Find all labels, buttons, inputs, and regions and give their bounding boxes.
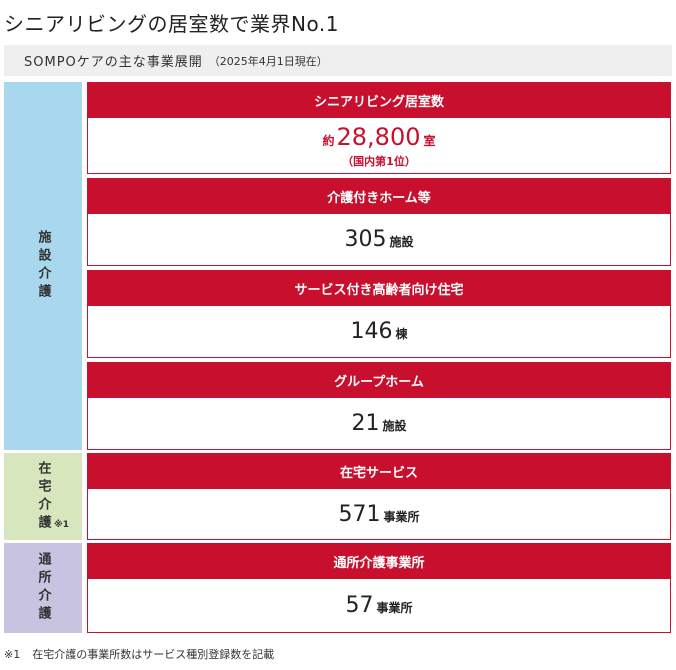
card-body: 571 事業所 bbox=[88, 489, 670, 539]
category-label: 通所介護 bbox=[35, 552, 51, 624]
card-serviced-housing: サービス付き高齢者向け住宅 146 棟 bbox=[87, 270, 671, 358]
card-value: 21 bbox=[351, 411, 380, 436]
category-facility-care: 施設介護 bbox=[4, 82, 82, 450]
card-unit: 事業所 bbox=[383, 509, 420, 524]
card-rank: （国内第1位） bbox=[342, 154, 416, 168]
card-unit: 棟 bbox=[395, 327, 408, 341]
card-body: 146 棟 bbox=[88, 306, 670, 357]
card-value: 146 bbox=[350, 319, 393, 344]
card-body: 57 事業所 bbox=[88, 579, 670, 632]
category-label: 在宅介護 bbox=[35, 460, 51, 533]
card-title: 通所介護事業所 bbox=[88, 544, 670, 579]
card-unit: 事業所 bbox=[376, 601, 413, 615]
card-title: サービス付き高齢者向け住宅 bbox=[88, 271, 670, 306]
card-body: 21 施設 bbox=[88, 398, 670, 449]
card-unit: 室 bbox=[423, 133, 436, 148]
card-title: シニアリビング居室数 bbox=[88, 83, 670, 118]
footnote-text: 在宅介護の事業所数はサービス種別登録数を記載 bbox=[32, 648, 275, 661]
subheader-main: SOMPOケアの主な事業展開 bbox=[24, 55, 203, 70]
card-value: 28,800 bbox=[336, 122, 421, 151]
card-senior-living-rooms: シニアリビング居室数 約28,800 室 （国内第1位） bbox=[87, 82, 671, 174]
card-nursing-homes: 介護付きホーム等 305 施設 bbox=[87, 178, 671, 266]
card-unit: 施設 bbox=[389, 235, 414, 249]
category-note: ※1 bbox=[54, 520, 70, 530]
card-value-prefix: 約 bbox=[322, 133, 335, 148]
card-value: 57 bbox=[345, 593, 374, 618]
card-group-homes: グループホーム 21 施設 bbox=[87, 362, 671, 450]
card-home-services: 在宅サービス 571 事業所 bbox=[87, 453, 671, 540]
card-title: 介護付きホーム等 bbox=[88, 179, 670, 214]
card-body: 約28,800 室 （国内第1位） bbox=[88, 118, 670, 173]
category-day-care: 通所介護 bbox=[4, 543, 82, 633]
category-home-care: 在宅介護 ※1 bbox=[4, 453, 82, 540]
card-title: 在宅サービス bbox=[88, 454, 670, 489]
card-value: 305 bbox=[344, 227, 387, 252]
card-body: 305 施設 bbox=[88, 214, 670, 265]
card-value: 571 bbox=[338, 501, 381, 527]
subheader: SOMPOケアの主な事業展開 （2025年4月1日現在） bbox=[4, 45, 672, 76]
footnote-mark: ※1 bbox=[4, 648, 21, 661]
subheader-date: （2025年4月1日現在） bbox=[208, 54, 328, 68]
category-label: 施設介護 bbox=[35, 230, 51, 302]
card-title: グループホーム bbox=[88, 363, 670, 398]
footnote: ※1 在宅介護の事業所数はサービス種別登録数を記載 bbox=[4, 646, 274, 662]
card-unit: 施設 bbox=[382, 419, 407, 433]
card-day-care-offices: 通所介護事業所 57 事業所 bbox=[87, 543, 671, 633]
page-title: シニアリビングの居室数で業界No.1 bbox=[4, 12, 339, 36]
